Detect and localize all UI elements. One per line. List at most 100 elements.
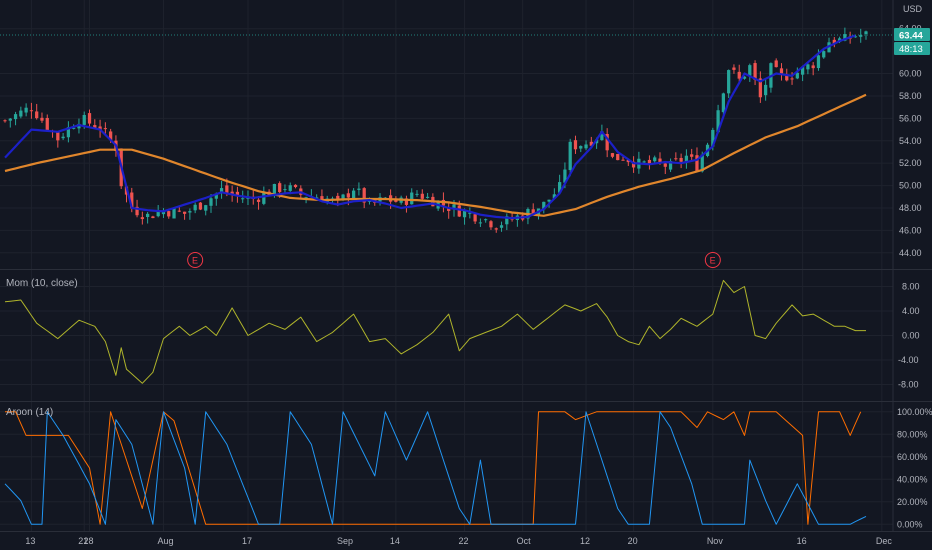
candle-up-body: [66, 127, 71, 138]
candle-up-body: [716, 110, 720, 133]
earnings-marker: [704, 252, 721, 268]
price-tick-label: 44.00: [899, 248, 922, 258]
candle-down-body: [658, 158, 662, 163]
candle-up-body: [484, 219, 488, 221]
time-tick-label: Aug: [157, 536, 173, 546]
candle-down-body: [394, 199, 398, 202]
time-tick-label: Sep: [337, 536, 353, 546]
momentum-tick-label: 8.00: [902, 281, 920, 291]
momentum-tick-label: 4.00: [902, 306, 920, 316]
candle-down-body: [631, 161, 636, 168]
candle-down-body: [198, 202, 203, 210]
candle-up-body: [568, 141, 572, 171]
candle-down-body: [103, 128, 107, 130]
time-tick-label: 16: [797, 536, 807, 546]
candle-up-body: [13, 114, 18, 120]
time-tick-label: 14: [390, 536, 400, 546]
candle-down-body: [29, 110, 34, 112]
price-tick-label: 54.00: [899, 136, 922, 146]
candle-down-body: [811, 65, 815, 69]
candle-up-body: [721, 93, 726, 113]
candle-up-body: [764, 84, 768, 96]
earnings-marker-label: E: [192, 256, 198, 266]
candle-up-body: [72, 127, 76, 129]
price-tick-label: 56.00: [899, 113, 922, 123]
price-tick-label: 46.00: [899, 225, 922, 235]
candle-down-body: [616, 153, 620, 161]
candle-up-body: [272, 184, 277, 195]
candle-up-body: [700, 154, 704, 172]
candle-down-body: [256, 199, 261, 202]
candle-up-body: [82, 114, 86, 125]
candle-down-body: [225, 185, 229, 193]
candle-down-body: [489, 221, 493, 228]
candle-up-body: [188, 211, 192, 213]
momentum-pane[interactable]: [4, 279, 866, 384]
currency-label: USD: [903, 4, 923, 14]
candle-up-body: [341, 194, 345, 200]
candle-up-body: [864, 31, 868, 35]
candle-up-body: [24, 107, 28, 113]
candle-down-body: [605, 133, 609, 151]
candle-up-body: [684, 155, 689, 163]
candle-down-body: [447, 208, 451, 211]
time-tick-label: 28: [84, 536, 94, 546]
momentum-tick-label: 0.00: [902, 331, 920, 341]
candle-down-body: [98, 126, 102, 131]
aroon-tick-label: 40.00%: [897, 474, 928, 484]
candle-down-body: [790, 78, 794, 80]
candle-down-body: [40, 117, 44, 121]
candle-up-body: [214, 193, 218, 199]
candle-down-body: [278, 183, 282, 193]
time-tick-label: 17: [242, 536, 252, 546]
candle-down-body: [135, 206, 139, 216]
candle-down-body: [758, 78, 762, 98]
candle-down-body: [626, 159, 630, 163]
candle-down-body: [320, 196, 324, 202]
candle-up-body: [742, 76, 747, 79]
candle-down-body: [737, 71, 741, 79]
aroon-pane[interactable]: [4, 411, 867, 525]
candle-up-body: [800, 66, 805, 75]
price-axis-background: [893, 0, 932, 550]
candle-up-body: [241, 198, 245, 200]
candle-down-body: [695, 155, 699, 172]
candle-up-body: [859, 35, 863, 37]
candle-down-body: [336, 195, 340, 199]
earnings-marker: [187, 252, 204, 268]
candle-down-body: [679, 157, 683, 162]
candle-down-body: [3, 120, 7, 122]
candle-down-body: [610, 153, 615, 157]
time-tick-label: 22: [459, 536, 469, 546]
last-price-label: 63.44: [899, 30, 923, 41]
candle-up-body: [505, 216, 509, 225]
candle-up-body: [452, 204, 456, 210]
time-tick-label: Dec: [876, 536, 893, 546]
candle-down-body: [494, 228, 498, 230]
price-tick-label: 52.00: [899, 158, 922, 168]
candle-up-body: [822, 51, 826, 58]
candle-down-body: [531, 209, 535, 215]
candle-down-body: [293, 184, 298, 188]
candle-up-body: [711, 129, 715, 147]
candle-down-body: [167, 211, 171, 217]
candle-down-body: [230, 191, 234, 195]
earnings-marker-label: E: [710, 256, 716, 266]
candle-up-body: [462, 210, 467, 218]
candle-down-body: [420, 193, 424, 199]
candle-down-body: [732, 67, 736, 70]
candle-down-body: [690, 154, 694, 157]
candle-up-body: [806, 64, 810, 70]
candle-down-body: [177, 210, 181, 212]
aroon-tick-label: 80.00%: [897, 429, 928, 439]
momentum-tick-label: -8.00: [898, 380, 919, 390]
aroon-tick-label: 100.00%: [897, 407, 932, 417]
candle-up-body: [653, 157, 657, 162]
candle-up-body: [209, 198, 213, 206]
candle-up-body: [499, 225, 504, 228]
time-tick-label: Nov: [707, 536, 724, 546]
